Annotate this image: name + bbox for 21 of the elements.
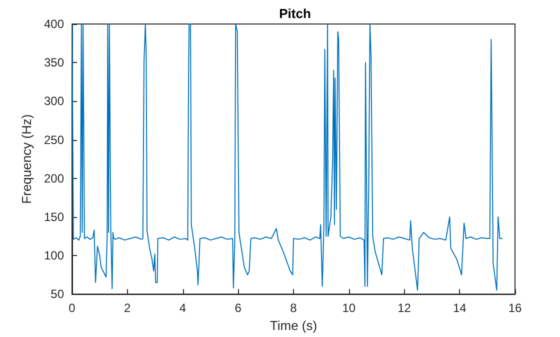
x-tick-label: 2 <box>124 301 132 316</box>
line-series <box>72 24 504 291</box>
x-tick-label: 0 <box>68 301 76 316</box>
y-tick-label: 250 <box>44 132 64 147</box>
y-tick-label: 350 <box>44 56 64 70</box>
y-tick-label: 200 <box>44 171 64 186</box>
x-tick-label: 10 <box>342 301 356 316</box>
x-tick-label: 14 <box>452 301 467 316</box>
y-axis-title: Frequency (Hz) <box>19 114 34 204</box>
y-tick-label: 300 <box>44 94 64 108</box>
y-tick-label: 150 <box>44 210 64 224</box>
y-tick-label: 400 <box>44 17 64 31</box>
chart-title: Pitch <box>279 6 311 21</box>
x-axis-title: Time (s) <box>270 318 318 333</box>
x-tick-label: 16 <box>508 301 522 316</box>
y-tick-label: 50 <box>50 287 64 302</box>
x-tick-label: 6 <box>234 301 242 316</box>
y-tick-label: 100 <box>44 248 64 263</box>
x-tick-label: 8 <box>290 301 298 316</box>
x-tick-label: 12 <box>398 301 412 316</box>
x-tick-label: 4 <box>179 301 186 316</box>
